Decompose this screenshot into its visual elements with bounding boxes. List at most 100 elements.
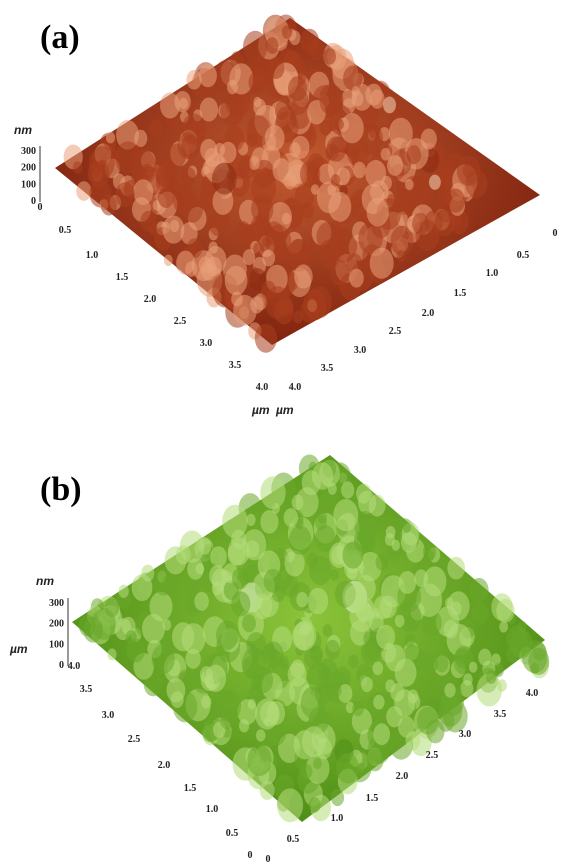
surface-peak xyxy=(248,72,265,94)
surface-peak xyxy=(343,724,354,739)
surface-peak xyxy=(248,699,256,710)
surface-peak xyxy=(301,764,312,779)
axis-tick-label: 2.5 xyxy=(174,316,187,327)
surface-peak xyxy=(246,540,259,557)
surface-peak xyxy=(131,149,156,182)
axis-tick-label: 0.5 xyxy=(517,250,530,261)
surface-peak xyxy=(293,621,316,651)
surface-peak xyxy=(341,481,354,498)
surface-peak xyxy=(149,119,163,137)
surface-peak xyxy=(336,119,344,130)
surface-peak xyxy=(309,797,321,812)
surface-peak xyxy=(300,161,320,187)
surface-peak xyxy=(333,499,358,531)
surface-peak xyxy=(250,296,263,313)
surface-peak xyxy=(294,264,313,288)
axis-tick-label: 3.5 xyxy=(229,360,242,371)
surface-peak xyxy=(204,675,214,688)
surface-peak xyxy=(444,683,455,698)
surface-peak xyxy=(395,658,417,686)
surface-peak xyxy=(165,546,187,574)
surface-peak xyxy=(89,146,115,179)
surface-peak xyxy=(446,189,465,213)
z-tick-label: 300 xyxy=(49,598,64,609)
surface-peak xyxy=(395,615,405,628)
axis-tick-label: 3.0 xyxy=(200,338,213,349)
axis-tick-label: 1.5 xyxy=(184,783,197,794)
x-unit: µm xyxy=(251,403,270,417)
axis-tick-label: 2.0 xyxy=(158,760,171,771)
surface-peak xyxy=(247,133,258,147)
axis-tick-label: 4.0 xyxy=(289,382,302,393)
surface-peak xyxy=(352,701,364,716)
surface-peak xyxy=(261,281,276,300)
surface-peak xyxy=(126,638,145,662)
surface-peak xyxy=(340,113,363,143)
surface-peak xyxy=(319,84,343,115)
surface-peak xyxy=(284,508,298,527)
surface-peak xyxy=(277,788,303,822)
surface-peak xyxy=(142,614,165,644)
z-unit: nm xyxy=(36,574,54,588)
surface-peak xyxy=(397,250,406,262)
surface-peak xyxy=(273,242,290,264)
surface-peak xyxy=(352,196,363,210)
axis-tick-label: 3.0 xyxy=(354,345,367,356)
surface-peak xyxy=(328,192,351,222)
surface-peak xyxy=(329,682,342,698)
surface-peak xyxy=(379,596,396,619)
surface-peak xyxy=(361,677,373,692)
surface-peak xyxy=(152,644,175,674)
surface-peak xyxy=(133,179,153,205)
surface-peak xyxy=(386,706,402,727)
surface-peak xyxy=(225,266,248,296)
surface-peak xyxy=(381,148,391,161)
surface-peak xyxy=(263,641,284,668)
surface-peak xyxy=(303,289,327,320)
axis-tick-label: 2.0 xyxy=(144,294,157,305)
surface-peak xyxy=(266,37,279,54)
surface-peak xyxy=(312,462,333,490)
surface-peak xyxy=(367,749,384,771)
surface-peak xyxy=(454,649,466,665)
surface-peak xyxy=(469,662,477,673)
panel-label: (a) xyxy=(40,19,80,56)
surface-peak xyxy=(166,576,176,589)
surface-peak xyxy=(348,655,358,668)
surface-peak xyxy=(389,118,413,149)
surface-peak xyxy=(141,565,154,582)
surface-peak xyxy=(260,510,278,534)
surface-peak xyxy=(426,719,444,743)
surface-peak xyxy=(370,90,385,109)
surface-peak xyxy=(373,723,390,745)
surface-peak xyxy=(447,591,470,620)
axis-tick-label: 0.5 xyxy=(59,225,72,236)
surface-peak xyxy=(398,571,416,594)
surface-peak xyxy=(242,614,256,632)
z-tick-label: 200 xyxy=(49,619,64,630)
axis-tick-label: 1.0 xyxy=(331,813,344,824)
surface-peak xyxy=(106,132,115,144)
surface-peak xyxy=(246,514,255,526)
surface-peak xyxy=(414,569,428,587)
surface-peak xyxy=(376,625,395,650)
z-tick-label: 300 xyxy=(21,146,36,157)
axis-tick-label: 2.5 xyxy=(389,326,402,337)
surface-peak xyxy=(325,640,340,659)
surface-peak xyxy=(264,569,283,593)
surface-peak xyxy=(107,648,116,660)
surface-peak xyxy=(265,125,285,151)
surface-peak xyxy=(209,242,218,254)
surface-peak xyxy=(330,569,339,580)
surface-peak xyxy=(412,213,429,235)
surface-peak xyxy=(288,662,307,686)
y-unit: µm xyxy=(9,642,28,656)
surface-peak xyxy=(76,181,91,201)
axis-tick-label: 4.0 xyxy=(526,688,539,699)
axis-tick-label: 1.0 xyxy=(206,804,219,815)
y-unit: µm xyxy=(275,403,294,417)
surface-peak xyxy=(91,608,115,640)
surface-peak xyxy=(199,64,217,87)
surface-peak xyxy=(471,602,488,624)
axis-tick-label: 3.0 xyxy=(459,729,472,740)
